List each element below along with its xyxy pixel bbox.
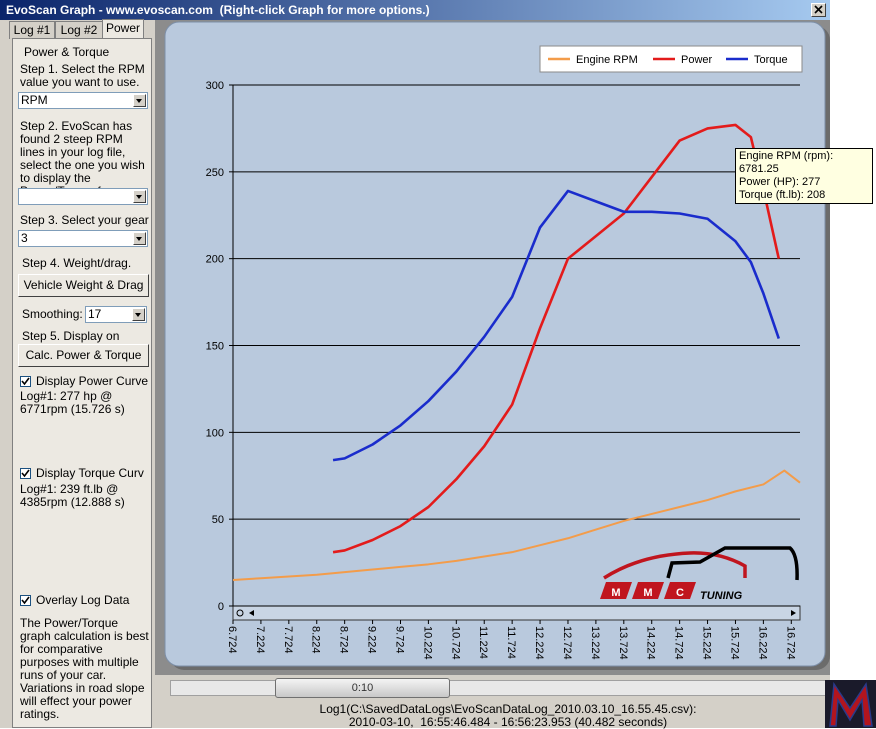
x-tick-label: 7.724 bbox=[282, 626, 294, 654]
x-tick-label: 12.724 bbox=[561, 626, 573, 660]
x-tick-label: 15.724 bbox=[728, 626, 740, 660]
tooltip: Engine RPM (rpm): 6781.25 Power (HP): 277… bbox=[735, 148, 873, 204]
x-tick-label: 14.724 bbox=[673, 626, 685, 660]
button[interactable]: Vehicle Weight & Drag bbox=[18, 274, 149, 297]
y-tick-label: 0 bbox=[218, 601, 224, 613]
dropdown-value: RPM bbox=[21, 93, 48, 107]
x-tick-label: 8.224 bbox=[310, 626, 322, 654]
x-tick-label: 13.724 bbox=[617, 626, 629, 660]
logo-word: TUNING bbox=[700, 590, 743, 602]
checkbox[interactable] bbox=[20, 468, 31, 479]
step-text: Step 4. Weight/drag. bbox=[22, 256, 132, 270]
dropdown-arrow bbox=[133, 94, 146, 107]
logo-tile bbox=[632, 582, 664, 599]
checkbox-label: Display Torque Curv bbox=[36, 466, 144, 480]
y-tick-label: 150 bbox=[206, 341, 224, 353]
close-button[interactable] bbox=[811, 3, 826, 17]
logo-tile bbox=[600, 582, 632, 599]
y-tick-label: 250 bbox=[206, 167, 224, 179]
x-tick-label: 11.724 bbox=[505, 626, 517, 659]
tooltip-line: Engine RPM (rpm): 6781.25 bbox=[739, 150, 834, 175]
x-tick-label: 8.724 bbox=[338, 626, 350, 654]
dropdown[interactable]: 3 bbox=[18, 230, 148, 247]
file-text: Log1(C:\SavedDataLogs\EvoScanDataLog_201… bbox=[319, 702, 697, 716]
legend-label: Power bbox=[681, 54, 713, 66]
corner-logo bbox=[829, 681, 873, 727]
window-title: EvoScan Graph - www.evoscan.com (Right-c… bbox=[6, 3, 430, 17]
scroll-strip[interactable] bbox=[232, 605, 801, 621]
y-tick-label: 200 bbox=[206, 254, 224, 266]
dropdown-value: 17 bbox=[88, 307, 102, 321]
range-text: 2010-03-10, 16:55:46.484 - 16:56:23.953 … bbox=[348, 715, 668, 729]
chart-frame bbox=[164, 21, 826, 667]
side-panel bbox=[12, 38, 152, 728]
logo-letter: M bbox=[643, 587, 652, 599]
label: Smoothing: bbox=[22, 307, 83, 321]
x-tick-label: 9.224 bbox=[366, 626, 378, 654]
dropdown-arrow bbox=[132, 308, 145, 321]
close-icon bbox=[814, 5, 823, 14]
tab[interactable]: Log #1 bbox=[9, 21, 55, 39]
logo-car bbox=[603, 551, 747, 580]
scroll-icon bbox=[236, 609, 244, 617]
result-text: Log#1: 277 hp @ 6771rpm (15.726 s) bbox=[20, 389, 125, 416]
dropdown[interactable]: RPM bbox=[18, 92, 148, 109]
slider-thumb[interactable]: 0:10 bbox=[275, 678, 450, 698]
checkbox[interactable] bbox=[20, 376, 31, 387]
step-text: Step 1. Select the RPM value you want to… bbox=[20, 62, 145, 89]
x-tick-label: 12.224 bbox=[533, 626, 545, 660]
check-icon bbox=[21, 596, 30, 605]
y-tick-label: 100 bbox=[206, 427, 224, 439]
tooltip-line: Power (HP): 277 bbox=[739, 176, 821, 188]
x-tick-label: 16.724 bbox=[784, 626, 796, 660]
dropdown-value: 3 bbox=[21, 231, 28, 245]
x-tick-label: 6.724 bbox=[226, 626, 238, 654]
x-tick-label: 15.224 bbox=[701, 626, 713, 660]
x-tick-label: 9.724 bbox=[393, 626, 405, 654]
x-tick-label: 7.224 bbox=[254, 626, 266, 654]
logo-letter: M bbox=[611, 587, 620, 599]
tooltip-line: Torque (ft.lb): 208 bbox=[739, 189, 826, 201]
dropdown-arrow bbox=[133, 190, 146, 203]
group-label: Power & Torque bbox=[24, 45, 110, 59]
x-tick-label: 14.224 bbox=[645, 626, 657, 660]
checkbox-label: Overlay Log Data bbox=[36, 593, 130, 607]
button[interactable]: Calc. Power & Torque bbox=[18, 344, 149, 367]
dropdown-arrow bbox=[133, 232, 146, 245]
logo-letter: C bbox=[676, 587, 684, 599]
scroll-right bbox=[791, 610, 796, 616]
legend-label: Engine RPM bbox=[576, 54, 638, 66]
logo-tile bbox=[664, 582, 696, 599]
scroll-left bbox=[249, 610, 254, 616]
x-tick-label: 13.224 bbox=[589, 626, 601, 660]
y-tick-label: 300 bbox=[206, 80, 224, 92]
logo-car bbox=[666, 546, 799, 581]
check-icon bbox=[21, 469, 30, 478]
series-line bbox=[332, 189, 781, 462]
x-tick-label: 10.224 bbox=[421, 626, 433, 660]
title-bar: EvoScan Graph - www.evoscan.com (Right-c… bbox=[0, 0, 830, 20]
legend-label: Torque bbox=[754, 54, 788, 66]
x-tick-label: 10.724 bbox=[449, 626, 461, 660]
series-line bbox=[232, 469, 801, 581]
series-line bbox=[332, 123, 781, 554]
dropdown[interactable] bbox=[18, 188, 148, 205]
checkbox[interactable] bbox=[20, 595, 31, 606]
check-icon bbox=[21, 377, 30, 386]
result-text: Log#1: 239 ft.lb @ 4385rpm (12.888 s) bbox=[20, 482, 125, 509]
y-tick-label: 50 bbox=[212, 514, 224, 526]
checkbox-label: Display Power Curve bbox=[36, 374, 149, 388]
tab-active[interactable]: Power bbox=[102, 19, 144, 39]
step-text: Step 3. Select your gear bbox=[20, 213, 149, 227]
x-tick-label: 16.224 bbox=[756, 626, 768, 660]
dropdown[interactable]: 17 bbox=[85, 306, 147, 323]
x-tick-label: 11.224 bbox=[477, 626, 489, 659]
note-text: The Power/Torque graph calculation is be… bbox=[20, 616, 149, 721]
